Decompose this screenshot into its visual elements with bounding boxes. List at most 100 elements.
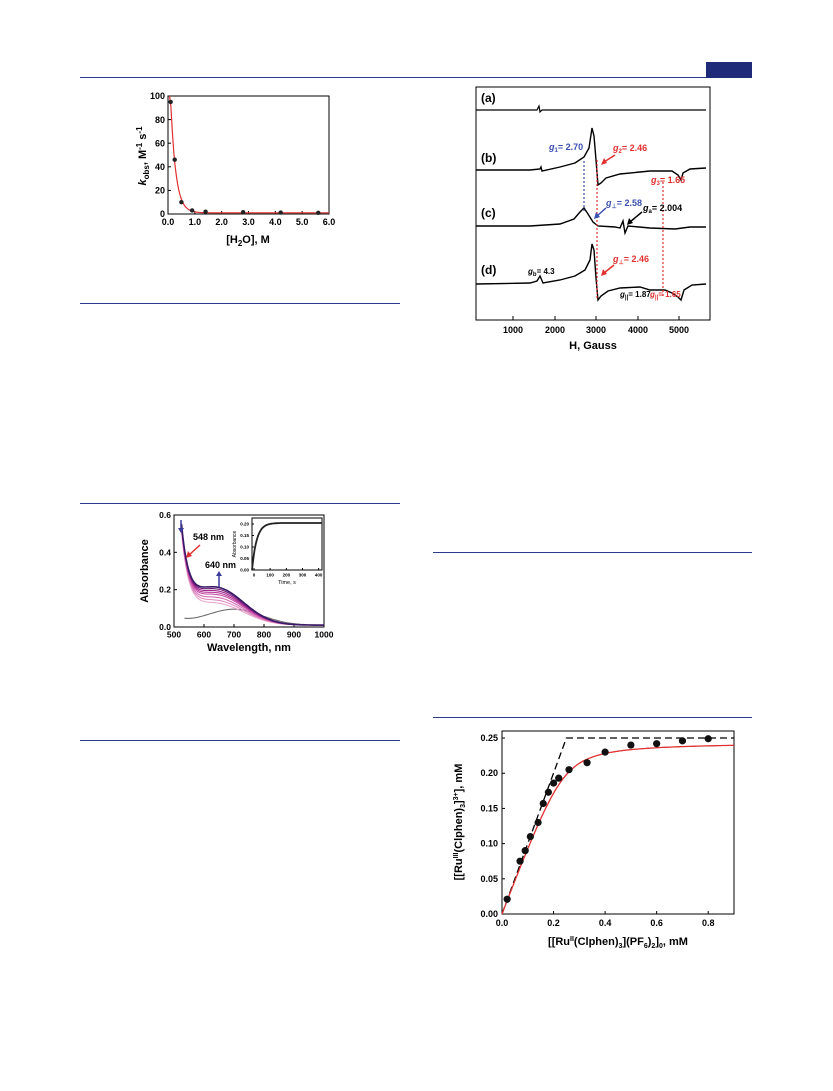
titration-ytick-label: 0.05 <box>480 874 498 884</box>
epr-label-c: (c) <box>481 206 496 220</box>
epr-trace-d <box>475 243 707 302</box>
titration-data-point <box>503 895 511 903</box>
epr-trace-c <box>476 206 706 236</box>
uvvis-inset-xtick-label: 400 <box>315 573 323 578</box>
left-rule-1 <box>80 303 400 304</box>
titration-data-point <box>601 748 609 756</box>
uvvis-inset-ytick-label: 0.10 <box>240 545 249 550</box>
kobs-ytick-label: 20 <box>155 186 165 196</box>
kobs-xtick-label: 6.0 <box>323 217 336 227</box>
kobs-data-point <box>278 210 283 215</box>
epr-label-d: (d) <box>481 263 496 277</box>
uvvis-xtick-label: 600 <box>197 630 211 640</box>
uvvis-xtick-label: 500 <box>167 630 181 640</box>
kobs-xtick-label: 5.0 <box>296 217 309 227</box>
epr-xtick-label: 1000 <box>503 325 523 335</box>
uvvis-inset-x-label: Time, s <box>278 580 296 586</box>
epr-gperp-c-arrowhead <box>594 212 600 219</box>
uvvis-y-axis-label: Absorbance <box>139 539 151 603</box>
uvvis-inset-xtick-label: 300 <box>299 573 307 578</box>
kobs-data-point <box>316 210 321 216</box>
epr-label-a: (a) <box>481 91 496 105</box>
titration-xtick-label: 0.4 <box>599 918 612 928</box>
uvvis-plot-frame <box>173 514 325 628</box>
epr-xtick-label: 4000 <box>628 325 648 335</box>
uvvis-red-arrowhead <box>186 551 192 558</box>
titration-data-point <box>565 766 573 774</box>
uvvis-xtick-label: 1000 <box>315 630 334 640</box>
kobs-data-point <box>172 157 177 162</box>
epr-gperp-d-arrowhead <box>601 269 607 276</box>
uvvis-annotation-548: 548 nm <box>193 532 224 542</box>
uvvis-ytick-label: 0.0 <box>159 622 171 632</box>
uvvis-annotation-640: 640 nm <box>205 560 236 570</box>
left-rule-2 <box>80 503 400 504</box>
titration-ytick-label: 0.10 <box>480 839 498 849</box>
titration-data-point <box>678 737 687 745</box>
uvvis-xtick-label: 900 <box>287 630 301 640</box>
epr-gperp-c-arrow <box>596 207 607 217</box>
epr-ga-arrowhead <box>627 218 633 225</box>
titration-ytick-label: 0.15 <box>480 803 498 813</box>
titration-xtick-label: 0.8 <box>702 918 715 928</box>
uvvis-inset-ytick-label: 0.00 <box>240 568 249 573</box>
header-tab <box>706 62 752 78</box>
kobs-data-point <box>240 210 246 215</box>
titration-data-point <box>516 857 524 865</box>
kobs-ytick-label: 40 <box>155 162 165 172</box>
epr-plot-frame <box>475 86 711 321</box>
uvvis-inset-frame <box>251 517 323 571</box>
titration-y-axis-label: [[RuIII(Clphen)3]3+], mM <box>453 764 467 881</box>
epr-trace-b <box>476 127 707 187</box>
uvvis-inset-y-label: Absorbance <box>232 530 238 557</box>
titration-fit-curve <box>501 744 735 915</box>
uvvis-spectrum-line <box>180 523 324 626</box>
epr-g2-arrow <box>603 154 616 163</box>
uvvis-inset-ytick-label: 0.20 <box>240 522 249 527</box>
titration-ytick-label: 0.00 <box>480 909 498 919</box>
titration-data-point <box>627 741 635 749</box>
titration-xtick-label: 0.6 <box>650 918 663 928</box>
uvvis-ytick-label: 0.2 <box>159 585 171 595</box>
header-rule <box>80 77 752 78</box>
titration-data-point <box>526 832 534 841</box>
kobs-ytick-label: 0 <box>160 209 165 219</box>
epr-gperp-d-label: g⊥= 2.46 <box>612 254 649 266</box>
titration-xtick-label: 0.2 <box>547 918 560 928</box>
epr-ga-label: ga= 2.004 <box>642 203 682 215</box>
titration-data-point <box>555 774 563 782</box>
uvvis-xtick-label: 700 <box>227 630 241 640</box>
kobs-data-point <box>168 99 173 105</box>
kobs-data-point <box>203 209 208 214</box>
epr-trace-a <box>476 104 706 114</box>
uvvis-up-arrowhead <box>216 571 222 576</box>
uvvis-inset-ytick-label: 0.15 <box>240 533 249 538</box>
uvvis-ytick-label: 0.4 <box>159 547 171 557</box>
titration-data-point <box>583 759 591 767</box>
titration-data-point <box>704 735 712 743</box>
kobs-ytick-label: 60 <box>155 138 165 148</box>
titration-ytick-label: 0.25 <box>480 733 498 743</box>
epr-xtick-label: 3000 <box>586 325 606 335</box>
epr-xtick-label: 5000 <box>669 325 689 335</box>
titration-ytick-label: 0.20 <box>480 768 498 778</box>
kobs-xtick-label: 1.0 <box>189 217 202 227</box>
uvvis-inset-xtick-label: 0 <box>253 573 256 578</box>
titration-data-point <box>544 788 553 796</box>
right-rule-2 <box>433 717 752 718</box>
uvvis-inset-ytick-label: 0.05 <box>240 556 249 561</box>
kobs-fit-curve <box>169 95 329 214</box>
kobs-xtick-label: 4.0 <box>269 217 282 227</box>
uvvis-xtick-label: 800 <box>257 630 271 640</box>
titration-plot-frame <box>501 730 735 915</box>
uvvis-inset-xtick-label: 100 <box>266 573 274 578</box>
epr-g2-label: g2= 2.46 <box>612 143 647 155</box>
uvvis-inset-curve <box>251 522 322 571</box>
epr-g1-label: g1= 2.70 <box>548 142 583 154</box>
epr-xtick-label: 2000 <box>545 325 565 335</box>
titration-data-point <box>653 740 661 748</box>
titration-data-point <box>521 847 529 855</box>
